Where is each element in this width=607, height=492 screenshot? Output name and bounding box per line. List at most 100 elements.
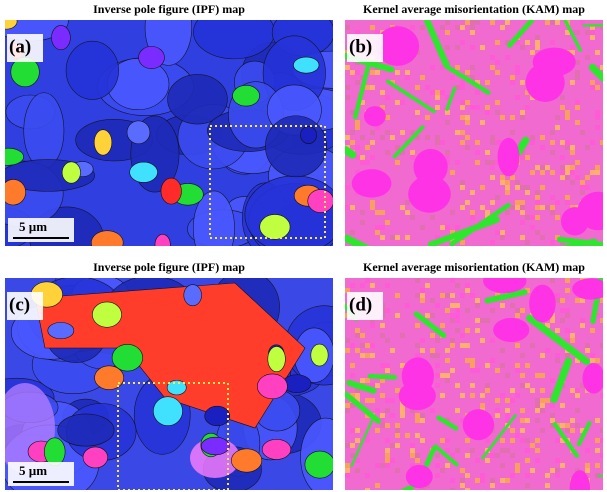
pixel — [375, 463, 380, 468]
pixel — [565, 423, 570, 428]
pixel — [490, 175, 495, 180]
pixel — [520, 220, 525, 225]
pixel — [440, 293, 445, 298]
pixel — [490, 20, 495, 25]
pixel — [345, 95, 350, 100]
pixel — [600, 65, 605, 70]
pixel — [540, 170, 545, 175]
pixel — [350, 140, 355, 145]
pixel — [485, 458, 490, 463]
pixel — [475, 368, 480, 373]
pixel — [430, 353, 435, 358]
pixel — [465, 343, 470, 348]
pixel — [585, 55, 590, 60]
pixel — [550, 403, 555, 408]
pixel — [595, 165, 600, 170]
pixel — [500, 448, 505, 453]
pixel — [490, 308, 495, 313]
pixel — [520, 428, 525, 433]
pixel — [460, 478, 465, 483]
pixel — [555, 458, 560, 463]
pixel — [465, 438, 470, 443]
pixel — [355, 468, 360, 473]
pixel — [515, 393, 520, 398]
pixel — [435, 373, 440, 378]
pixel — [595, 85, 600, 90]
pixel — [565, 313, 570, 318]
pixel — [575, 30, 580, 35]
pixel — [480, 393, 485, 398]
pixel — [565, 288, 570, 293]
pixel — [385, 220, 390, 225]
pixel — [370, 283, 375, 288]
pixel — [360, 220, 365, 225]
pixel — [595, 418, 600, 423]
pixel — [470, 105, 475, 110]
pixel — [500, 115, 505, 120]
pixel — [570, 388, 575, 393]
pixel — [590, 30, 595, 35]
pixel — [495, 368, 500, 373]
pixel — [495, 413, 500, 418]
pixel — [470, 25, 475, 30]
pixel — [540, 135, 545, 140]
pixel — [540, 373, 545, 378]
grain — [51, 25, 70, 49]
pixel — [540, 408, 545, 413]
pixel — [460, 393, 465, 398]
pixel — [490, 200, 495, 205]
pixel — [460, 333, 465, 338]
pixel — [375, 483, 380, 488]
pixel — [520, 353, 525, 358]
pixel — [355, 428, 360, 433]
pixel — [445, 448, 450, 453]
pixel — [415, 293, 420, 298]
pixel — [350, 70, 355, 75]
pixel — [380, 90, 385, 95]
pixel — [570, 150, 575, 155]
pixel — [365, 145, 370, 150]
pixel — [400, 130, 405, 135]
pixel — [540, 165, 545, 170]
pixel — [565, 140, 570, 145]
pixel — [550, 278, 555, 283]
grain — [364, 106, 386, 126]
pixel — [505, 408, 510, 413]
pixel — [435, 383, 440, 388]
grain — [94, 130, 112, 156]
pixel — [490, 135, 495, 140]
pixel — [520, 185, 525, 190]
pixel — [505, 448, 510, 453]
pixel — [350, 283, 355, 288]
pixel — [555, 20, 560, 25]
pixel — [470, 358, 475, 363]
pixel — [355, 393, 360, 398]
pixel — [375, 428, 380, 433]
pixel — [470, 448, 475, 453]
pixel — [485, 160, 490, 165]
pixel — [515, 433, 520, 438]
pixel — [590, 85, 595, 90]
pixel — [505, 210, 510, 215]
pixel — [460, 140, 465, 145]
pixel — [415, 453, 420, 458]
pixel — [530, 50, 535, 55]
pixel — [490, 358, 495, 363]
pixel — [430, 298, 435, 303]
pixel — [490, 160, 495, 165]
pixel — [550, 378, 555, 383]
pixel — [475, 298, 480, 303]
pixel — [475, 90, 480, 95]
pixel — [465, 358, 470, 363]
pixel — [370, 353, 375, 358]
pixel — [420, 225, 425, 230]
pixel — [350, 205, 355, 210]
pixel — [445, 45, 450, 50]
pixel — [450, 478, 455, 483]
pixel — [420, 298, 425, 303]
panel-title: Inverse pole figure (IPF) map — [93, 2, 245, 16]
pixel — [530, 140, 535, 145]
pixel — [575, 105, 580, 110]
pixel — [435, 105, 440, 110]
pixel — [345, 468, 350, 473]
